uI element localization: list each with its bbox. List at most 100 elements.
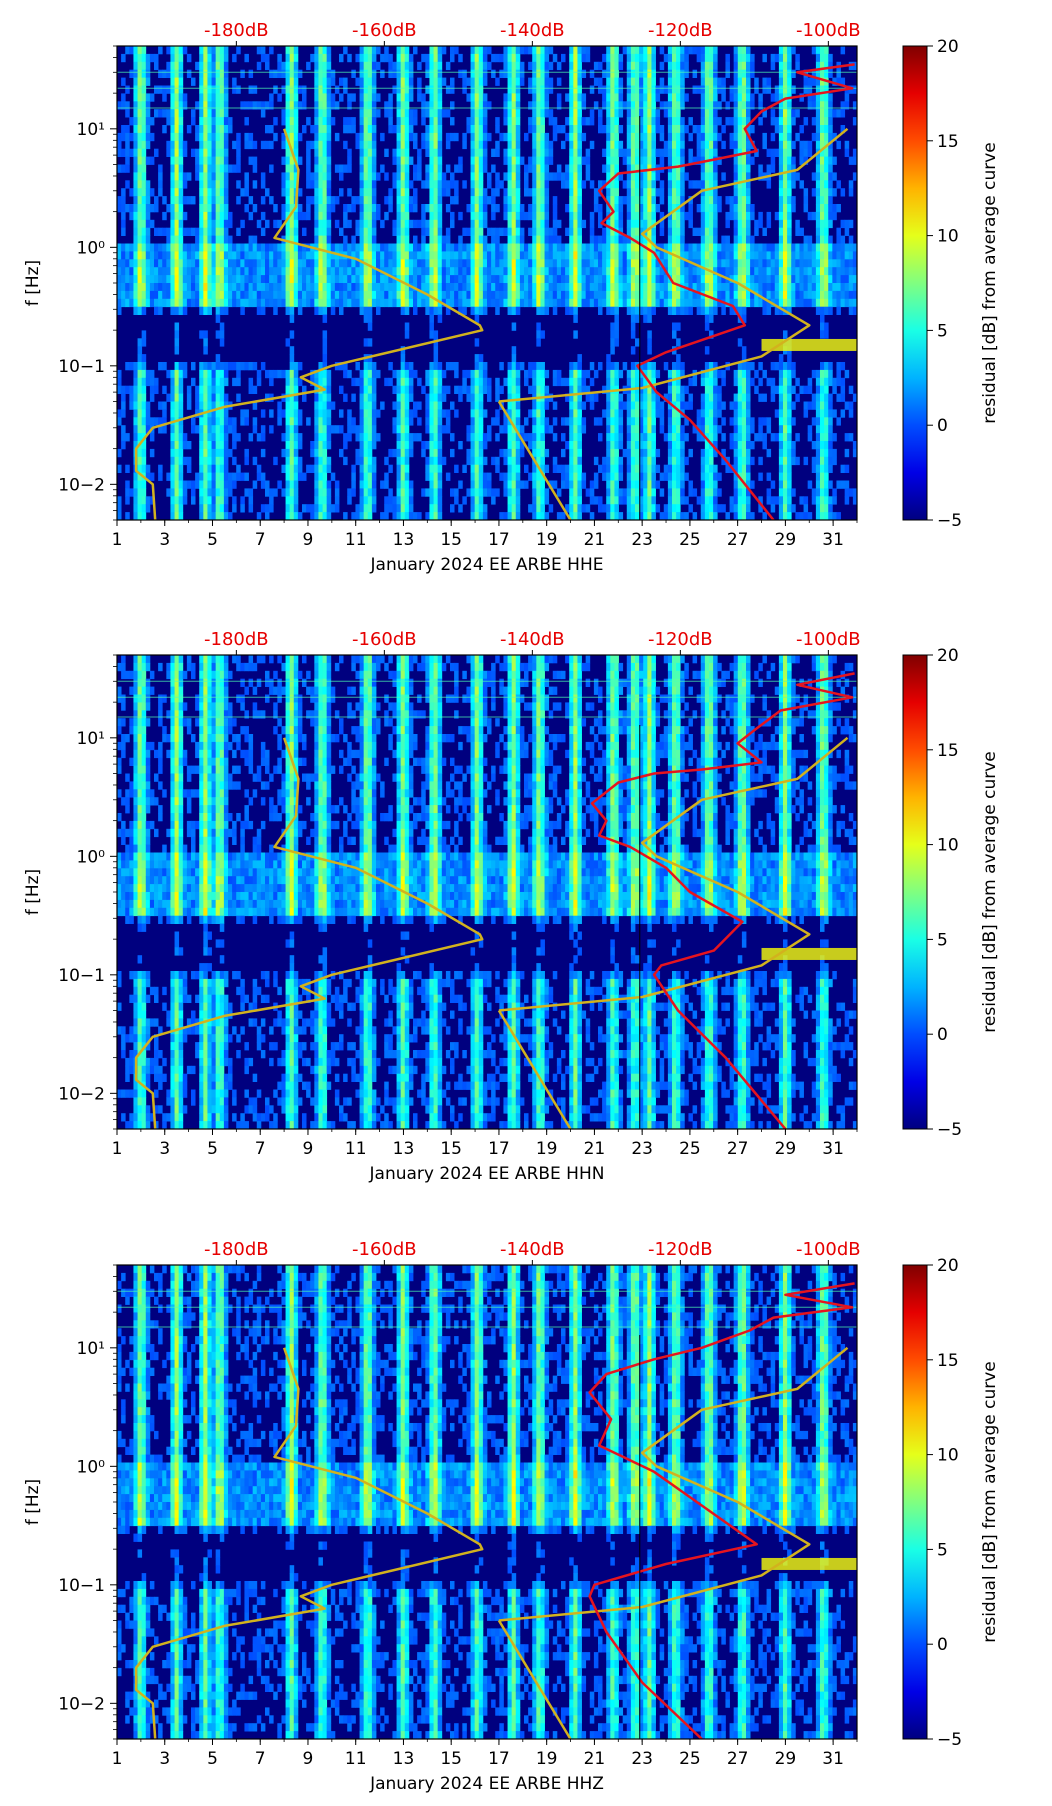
x-tick-label: 21 [584,530,606,550]
x-tick-label: 19 [536,530,558,550]
x-tick-label: 13 [393,1139,415,1159]
x-tick-label: 31 [822,530,844,550]
x-tick-label: 9 [303,1749,314,1769]
colorbar-tick-label: 20 [937,1256,959,1276]
x-tick-label: 27 [727,1749,749,1769]
x-tick-label: 7 [255,1749,266,1769]
x-tick-label: 15 [440,530,462,550]
x-tick-label: 29 [775,530,797,550]
x-tick-label: 15 [440,1139,462,1159]
db-label: -100dB [796,629,861,650]
y-tick-label: 10¹ [77,1339,105,1359]
x-tick-label: 19 [536,1749,558,1769]
colorbar-tick-label: 5 [937,1540,948,1560]
y-tick-label: 10−1 [58,357,105,377]
colorbar-tick-label: 0 [937,1025,948,1045]
x-tick-label: 13 [393,1749,415,1769]
y-tick-label: 10⁰ [77,847,106,867]
x-tick-label: 11 [345,530,367,550]
x-tick-label: 5 [207,1749,218,1769]
colorbar-tick-label: −5 [937,511,962,531]
y-tick-label: 10⁰ [77,1457,106,1477]
db-label: -140dB [500,1239,565,1260]
colorbar-label: residual [dB] from average curve [980,1361,1000,1642]
y-tick-label: 10−1 [58,966,105,986]
db-label: -180dB [204,1239,269,1260]
db-label: -140dB [500,629,565,650]
y-tick-label: 10−2 [58,1694,105,1714]
db-label: -160dB [352,629,417,650]
noise-model-tail-curve [497,1009,572,1129]
colorbar-tick-label: −5 [937,1120,962,1140]
x-tick-label: 15 [440,1749,462,1769]
x-tick-label: 7 [255,1139,266,1159]
db-label: -160dB [352,20,417,41]
x-tick-label: 7 [255,530,266,550]
x-tick-label: 29 [775,1749,797,1769]
colorbar-label: residual [dB] from average curve [980,142,1000,423]
colorbar-tick-label: 10 [937,1446,959,1466]
spectrogram [117,1265,857,1739]
x-tick-label: 23 [631,1749,653,1769]
x-tick-label: 25 [679,1139,701,1159]
high-noise-model-curve [498,127,849,403]
x-tick-label: 27 [727,530,749,550]
x-axis-label: January 2024 EE ARBE HHE [370,555,604,575]
db-label: -180dB [204,629,269,650]
microseism-band [761,947,857,960]
y-tick-label: 10⁰ [77,238,106,258]
x-tick-label: 3 [159,1749,170,1769]
colorbar-label: residual [dB] from average curve [980,751,1000,1032]
x-tick-label: 25 [679,1749,701,1769]
x-tick-label: 5 [207,530,218,550]
colorbar-tick-label: 20 [937,646,959,666]
x-tick-label: 3 [159,1139,170,1159]
x-tick-label: 21 [584,1139,606,1159]
x-tick-label: 17 [488,530,510,550]
x-tick-label: 13 [393,530,415,550]
noise-model-tail-curve [497,1619,572,1739]
x-tick-label: 11 [345,1139,367,1159]
x-tick-label: 31 [822,1139,844,1159]
x-tick-label: 1 [112,530,123,550]
y-tick-label: 10−2 [58,1084,105,1104]
colorbar-tick-label: 5 [937,321,948,341]
db-label: -180dB [204,20,269,41]
colorbar-tick-label: 15 [937,132,959,152]
colorbar-tick-label: 0 [937,416,948,436]
x-tick-label: 17 [488,1749,510,1769]
y-tick-label: 10−1 [58,1576,105,1596]
db-label: -120dB [648,20,713,41]
colorbar [902,654,928,1130]
colorbar-tick-label: 10 [937,227,959,247]
x-tick-label: 1 [112,1749,123,1769]
x-tick-label: 29 [775,1139,797,1159]
db-label: -120dB [648,629,713,650]
station-psd-curve [588,1282,855,1739]
colorbar-tick-label: 20 [937,37,959,57]
x-tick-label: 9 [303,1139,314,1159]
x-tick-label: 23 [631,1139,653,1159]
x-tick-label: 5 [207,1139,218,1159]
y-axis-label: f [Hz] [23,260,43,306]
microseism-band [761,1557,857,1570]
colorbar-tick-label: 10 [937,836,959,856]
x-tick-label: 17 [488,1139,510,1159]
y-tick-label: 10−2 [58,475,105,495]
x-tick-label: 1 [112,1139,123,1159]
x-tick-label: 21 [584,1749,606,1769]
db-label: -100dB [796,1239,861,1260]
colorbar [902,1264,928,1740]
x-tick-label: 25 [679,530,701,550]
y-axis-label: f [Hz] [23,869,43,915]
colorbar-tick-label: 15 [937,741,959,761]
noise-model-tail-curve [497,400,572,520]
x-tick-label: 3 [159,530,170,550]
y-axis-label: f [Hz] [23,1479,43,1525]
microseism-band [761,338,857,351]
x-tick-label: 9 [303,530,314,550]
x-tick-label: 23 [631,530,653,550]
colorbar-tick-label: 5 [937,930,948,950]
